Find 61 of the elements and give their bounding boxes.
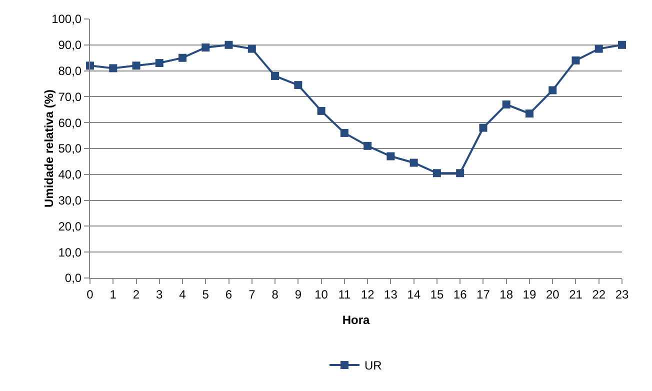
x-tick-label: 7 [248, 287, 256, 302]
x-tick-label: 10 [314, 287, 328, 302]
point [271, 72, 280, 80]
point [386, 152, 395, 160]
point [132, 62, 140, 70]
x-tick-label: 1 [110, 287, 117, 302]
x-tick-label: 4 [179, 287, 186, 302]
x-tick-label: 20 [546, 287, 560, 302]
point [479, 124, 488, 132]
point [410, 158, 418, 167]
x-tick-label: 15 [430, 287, 444, 302]
point [294, 81, 302, 90]
x-tick-label: 16 [453, 287, 468, 302]
point [525, 110, 534, 118]
y-tick-label: 10,0 [58, 245, 82, 260]
x-tick-label: 6 [225, 287, 232, 302]
point [178, 54, 187, 62]
point [224, 40, 233, 49]
y-tick-label: 100,0 [52, 12, 82, 26]
x-tick-label: 23 [615, 287, 629, 302]
x-axis-title: Hora [342, 313, 370, 327]
x-tick-label: 8 [272, 287, 279, 302]
point [364, 142, 372, 150]
y-tick-label: 40,0 [58, 168, 82, 182]
x-tick-label: 11 [338, 287, 351, 302]
x-tick-label: 9 [294, 287, 302, 302]
x-tick-label: 3 [156, 287, 164, 302]
point [432, 169, 441, 178]
point [109, 64, 118, 72]
point [502, 100, 510, 108]
y-axis-title: Umidade relativa (%) [42, 89, 56, 208]
x-tick-label: 5 [202, 287, 210, 302]
y-tick-label: 90,0 [58, 38, 82, 52]
y-tick-label: 30,0 [58, 194, 82, 208]
legend-label: UR [364, 358, 382, 373]
point [340, 128, 348, 137]
x-tick-label: 2 [132, 287, 140, 302]
y-tick-label: 80,0 [58, 64, 82, 78]
point [248, 44, 256, 53]
point [618, 40, 626, 49]
x-tick-label: 22 [592, 287, 606, 302]
point [202, 43, 210, 52]
point [456, 169, 464, 178]
x-tick-label: 21 [569, 287, 583, 302]
x-tick-label: 14 [407, 287, 421, 302]
point [548, 86, 557, 94]
x-tick-label: 18 [500, 287, 514, 302]
point [317, 106, 326, 115]
x-tick-label: 12 [360, 287, 375, 302]
y-tick-label: 20,0 [58, 219, 82, 234]
x-tick-label: 19 [522, 287, 536, 302]
x-tick-label: 17 [476, 287, 490, 302]
y-tick-label: 50,0 [58, 142, 82, 156]
x-tick-label: 0 [86, 287, 94, 302]
y-tick-label: 0,0 [64, 271, 82, 286]
point [594, 44, 603, 53]
y-tick-label: 60,0 [58, 116, 82, 130]
y-tick-label: 70,0 [58, 90, 82, 104]
point [155, 59, 164, 68]
x-tick-label: 13 [384, 287, 398, 302]
point [572, 56, 580, 64]
